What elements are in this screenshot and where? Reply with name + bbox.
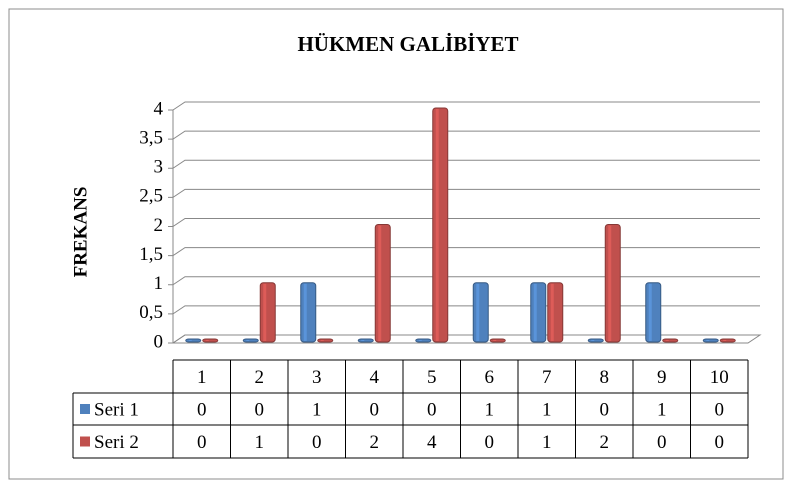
bar bbox=[357, 338, 374, 343]
bar-highlight bbox=[205, 340, 209, 341]
bar bbox=[547, 282, 564, 343]
table-value: 0 bbox=[197, 432, 207, 453]
bar-highlight bbox=[723, 340, 727, 341]
bar bbox=[662, 338, 679, 343]
legend-swatch bbox=[80, 404, 90, 414]
bar-highlight bbox=[361, 340, 365, 341]
bar bbox=[415, 338, 432, 343]
bar bbox=[719, 338, 736, 343]
x-tick-label: 4 bbox=[370, 367, 380, 388]
x-tick-label: 3 bbox=[312, 367, 322, 388]
table-value: 0 bbox=[600, 399, 610, 420]
bar-highlight bbox=[550, 283, 554, 341]
bar-highlight bbox=[493, 340, 497, 341]
table-value: 1 bbox=[485, 399, 495, 420]
bar bbox=[432, 107, 449, 343]
table-value: 2 bbox=[370, 432, 380, 453]
y-tick-label: 2,5 bbox=[139, 186, 163, 207]
table-value: 0 bbox=[255, 399, 265, 420]
bar-highlight bbox=[648, 283, 652, 341]
bar bbox=[202, 338, 219, 343]
y-tick-label: 4 bbox=[154, 98, 164, 119]
bar bbox=[530, 282, 547, 343]
bar-highlight bbox=[188, 340, 192, 341]
table-value: 1 bbox=[657, 399, 667, 420]
x-tick-label: 7 bbox=[542, 367, 552, 388]
bar-highlight bbox=[533, 283, 537, 341]
grid-line bbox=[172, 247, 760, 257]
y-tick-label: 3,5 bbox=[139, 127, 163, 148]
x-tick-label: 8 bbox=[600, 367, 610, 388]
bar-highlight bbox=[608, 225, 612, 341]
bar bbox=[259, 282, 276, 343]
grid-line bbox=[172, 159, 760, 169]
table-value: 0 bbox=[715, 399, 725, 420]
legend-label: Seri 1 bbox=[94, 399, 139, 420]
table-value: 0 bbox=[485, 432, 495, 453]
x-tick-label: 9 bbox=[657, 367, 667, 388]
x-tick-label: 1 bbox=[197, 367, 207, 388]
table-value: 4 bbox=[427, 432, 437, 453]
bar-highlight bbox=[378, 225, 382, 341]
table-value: 1 bbox=[542, 432, 552, 453]
table-value: 2 bbox=[600, 432, 610, 453]
y-tick-label: 2 bbox=[154, 215, 164, 236]
bar-highlight bbox=[263, 283, 267, 341]
grid-line bbox=[172, 218, 760, 227]
y-axis-label: FREKANS bbox=[70, 187, 91, 278]
bar bbox=[604, 224, 621, 343]
table-value: 0 bbox=[715, 432, 725, 453]
bar-highlight bbox=[246, 340, 250, 341]
bar-highlight bbox=[418, 340, 422, 341]
y-tick-label: 1,5 bbox=[139, 244, 163, 265]
table-value: 0 bbox=[427, 399, 437, 420]
y-tick-label: 1 bbox=[154, 273, 164, 294]
x-tick-label: 5 bbox=[427, 367, 437, 388]
grid-line bbox=[172, 334, 760, 344]
chart-title: HÜKMEN GALİBİYET bbox=[297, 32, 518, 56]
y-tick-label: 3 bbox=[154, 157, 164, 178]
table-value: 0 bbox=[657, 432, 667, 453]
bar-highlight bbox=[591, 340, 595, 341]
x-tick-label: 6 bbox=[485, 367, 495, 388]
bar-highlight bbox=[476, 283, 480, 341]
x-tick-label: 10 bbox=[710, 367, 729, 388]
table-value: 1 bbox=[255, 432, 265, 453]
bar bbox=[645, 282, 662, 343]
grid-line bbox=[172, 130, 760, 140]
grid-line bbox=[172, 101, 760, 111]
grid-line bbox=[172, 305, 760, 315]
y-tick-label: 0 bbox=[154, 331, 164, 352]
x-tick-label: 2 bbox=[255, 367, 265, 388]
y-tick-label: 0,5 bbox=[139, 302, 163, 323]
bar bbox=[587, 338, 604, 343]
bar-highlight bbox=[665, 340, 669, 341]
legend-label: Seri 2 bbox=[94, 432, 139, 453]
bar bbox=[472, 282, 489, 343]
bar bbox=[317, 338, 334, 343]
bar bbox=[300, 282, 317, 343]
bar bbox=[489, 338, 506, 343]
bar bbox=[702, 338, 719, 343]
chart-border bbox=[8, 8, 784, 480]
legend-swatch bbox=[80, 436, 90, 447]
bar-highlight bbox=[303, 283, 307, 341]
table-value: 1 bbox=[542, 399, 552, 420]
table-value: 0 bbox=[370, 399, 380, 420]
table-value: 1 bbox=[312, 399, 322, 420]
grid-line bbox=[172, 188, 760, 198]
bar-highlight bbox=[706, 340, 710, 341]
table-value: 0 bbox=[197, 399, 207, 420]
bar-highlight bbox=[435, 109, 439, 341]
bar bbox=[374, 224, 391, 343]
bar-highlight bbox=[320, 340, 324, 341]
table-value: 0 bbox=[312, 432, 322, 453]
bar bbox=[242, 338, 259, 343]
grid-line bbox=[172, 276, 760, 286]
bar bbox=[185, 338, 202, 343]
